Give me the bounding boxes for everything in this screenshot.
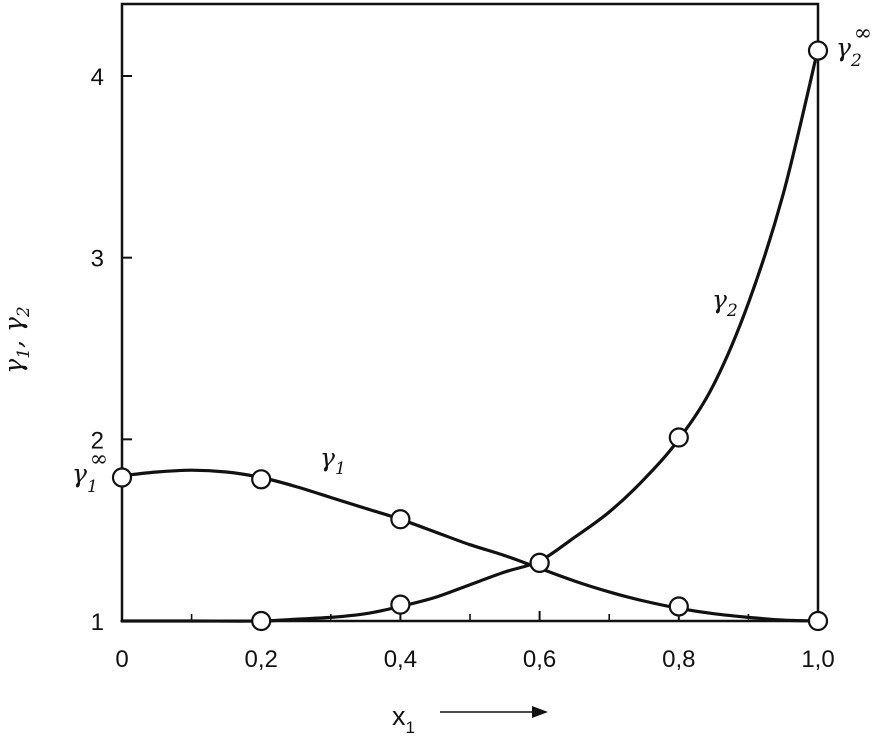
gamma2-infinity-label: γ2∞ — [836, 21, 872, 71]
data-point-gamma1-2 — [390, 509, 411, 530]
x-tick-label-1: 0,2 — [245, 646, 278, 673]
gamma1-infinity-label: γ1∞ — [72, 447, 108, 497]
x-tick-label-2: 0,4 — [384, 646, 417, 673]
series-line-gamma2 — [120, 47, 820, 623]
x-tick-label-3: 0,6 — [523, 646, 556, 673]
gamma1-curve-label: γ1 — [320, 443, 346, 479]
y-tick-labels: 1 2 3 4 — [91, 64, 104, 636]
y-tick-label-1: 2 — [91, 427, 104, 454]
curves — [120, 47, 820, 623]
series-line-gamma1 — [120, 468, 820, 623]
y-tick-label-2: 3 — [91, 246, 104, 273]
y-tick-label-3: 4 — [91, 64, 104, 91]
x-tick-label-4: 0,8 — [662, 646, 695, 673]
data-point-gamma2-3 — [668, 427, 689, 448]
data-point-gamma1-4 — [668, 596, 689, 617]
data-point-gamma1-0 — [111, 467, 133, 488]
data-point-gamma1-5 — [807, 610, 829, 632]
x-axis-arrow-head — [532, 706, 548, 718]
x-tick-label-0: 0 — [115, 646, 128, 673]
data-point-gamma2-2 — [529, 552, 550, 573]
gamma2-curve-label: γ2 — [712, 285, 738, 321]
data-point-gamma1-1 — [251, 469, 272, 490]
data-point-gamma2-4 — [807, 40, 829, 61]
y-tick-label-0: 1 — [91, 609, 104, 636]
x-axis-label: x1 — [392, 701, 415, 737]
markers — [111, 40, 829, 632]
data-point-gamma2-1 — [390, 594, 411, 615]
axis-ticks — [121, 75, 819, 622]
x-tick-label-5: 1,0 — [801, 646, 834, 673]
data-point-gamma2-0 — [251, 610, 272, 632]
x-tick-labels: 0 0,2 0,4 0,6 0,8 1,0 — [115, 646, 834, 673]
y-axis-label: γ1, γ2 — [0, 306, 34, 373]
